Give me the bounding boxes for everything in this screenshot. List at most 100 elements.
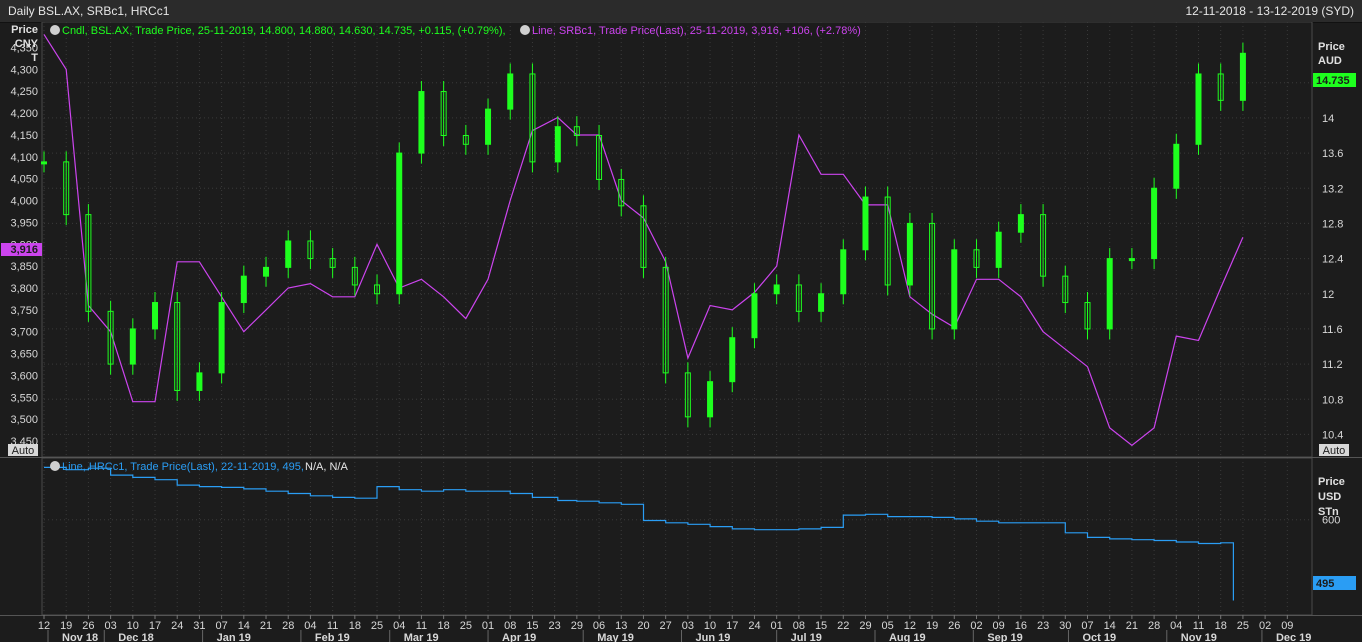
candle-body	[152, 302, 159, 330]
bsl-candle[interactable]	[773, 274, 780, 305]
bsl-candle[interactable]	[63, 151, 70, 226]
bsl-candle[interactable]	[129, 318, 136, 375]
bsl-candle[interactable]	[1106, 248, 1113, 340]
left-tick-label: 3,950	[10, 217, 38, 229]
bsl-candle[interactable]	[684, 362, 691, 428]
bsl-candle[interactable]	[618, 168, 625, 217]
bsl-candle[interactable]	[152, 291, 159, 340]
bsl-candle[interactable]	[174, 291, 181, 402]
bsl-candle[interactable]	[307, 230, 314, 270]
lower-tick-label: 600	[1322, 515, 1340, 527]
x-day-label: 25	[460, 620, 472, 632]
bsl-candle[interactable]	[41, 151, 47, 173]
bsl-candle[interactable]	[596, 124, 603, 191]
bsl-candle[interactable]	[374, 274, 381, 305]
srb-legend-icon[interactable]	[520, 25, 530, 35]
bsl-candle[interactable]	[485, 98, 492, 155]
left-tick-label: 4,100	[10, 152, 38, 164]
bsl-candle[interactable]	[729, 327, 736, 393]
bsl-candle[interactable]	[329, 248, 336, 278]
bsl-candle[interactable]	[662, 256, 669, 384]
bsl-candle[interactable]	[929, 212, 936, 340]
candle-body	[554, 126, 561, 163]
right-auto-label[interactable]: Auto	[1323, 445, 1346, 457]
bsl-candle[interactable]	[263, 256, 270, 287]
bsl-candle[interactable]	[240, 265, 247, 314]
bsl-candle[interactable]	[707, 371, 714, 428]
candle-body	[884, 196, 891, 286]
chart-area[interactable]: Cndl, BSL.AX, Trade Price, 25-11-2019, 1…	[0, 22, 1362, 642]
bsl-candle[interactable]	[884, 186, 891, 296]
x-day-label: 24	[171, 620, 183, 632]
bsl-candle[interactable]	[1017, 204, 1024, 243]
bsl-candle[interactable]	[1062, 265, 1069, 314]
upper-legend: Cndl, BSL.AX, Trade Price, 25-11-2019, 1…	[50, 25, 861, 37]
time-axis[interactable]: 12 19 26 03 10 17 24 31 07 14 21 28 04 11 18 25 04 11 18 25…	[0, 615, 1362, 642]
bsl-candle[interactable]	[640, 195, 647, 278]
candle-body	[795, 284, 802, 312]
bsl-candle[interactable]	[507, 63, 514, 120]
x-day-label: 23	[1037, 620, 1049, 632]
x-day-label: 28	[1148, 620, 1160, 632]
left-auto-button[interactable]	[8, 444, 38, 456]
bsl-candle[interactable]	[995, 221, 1002, 278]
left-axis-title-2: CNY	[15, 38, 39, 50]
bsl-candle[interactable]	[862, 186, 869, 261]
bsl-candle[interactable]	[1217, 63, 1224, 111]
x-day-label: 07	[215, 620, 227, 632]
lower-axis-title-2: USD	[1318, 491, 1341, 503]
x-day-label: 21	[260, 620, 272, 632]
bsl-candle[interactable]	[840, 239, 847, 305]
x-day-label: 07	[1081, 620, 1093, 632]
bsl-candle[interactable]	[573, 116, 580, 147]
right-auto-button[interactable]	[1319, 444, 1349, 456]
candle-legend-icon[interactable]	[50, 25, 60, 35]
bsl-candle[interactable]	[462, 124, 469, 155]
candle-body	[1128, 258, 1135, 262]
bsl-candle[interactable]	[285, 230, 292, 278]
bsl-candle[interactable]	[973, 239, 980, 278]
bsl-candle[interactable]	[1195, 63, 1202, 155]
bsl-candle[interactable]	[751, 283, 758, 349]
bsl-candle[interactable]	[554, 116, 561, 173]
candle-body	[640, 205, 647, 268]
bsl-candle[interactable]	[351, 256, 358, 296]
bsl-candle[interactable]	[440, 80, 447, 147]
bsl-candle[interactable]	[818, 283, 825, 322]
lower-pane[interactable]	[41, 457, 1313, 616]
bsl-candle[interactable]	[218, 291, 225, 384]
left-auto-label[interactable]: Auto	[12, 445, 35, 457]
x-day-label: 18	[438, 620, 450, 632]
candle-body	[662, 266, 669, 374]
bsl-candle[interactable]	[951, 239, 958, 340]
candle-body	[351, 266, 358, 286]
bsl-candle[interactable]	[795, 274, 802, 322]
bsl-candle[interactable]	[396, 142, 403, 305]
candle-body	[1151, 187, 1158, 260]
bsl-candle[interactable]	[1151, 177, 1158, 270]
x-month-label: Jul 19	[791, 632, 822, 642]
candle-body	[596, 135, 603, 180]
left-tick-label: 4,050	[10, 174, 38, 186]
bsl-candle[interactable]	[418, 80, 425, 164]
bsl-candle[interactable]	[529, 63, 536, 173]
date-range[interactable]: 12-11-2018 - 13-12-2019 (SYD)	[1185, 4, 1354, 18]
bsl-candle[interactable]	[85, 204, 92, 322]
bsl-candle[interactable]	[196, 362, 203, 402]
bsl-candle[interactable]	[1040, 204, 1047, 287]
x-day-label: 11	[416, 620, 427, 632]
bsl-candle[interactable]	[1128, 248, 1135, 270]
bsl-candle[interactable]	[107, 300, 114, 375]
candle-body	[573, 126, 580, 137]
hrc-legend-icon[interactable]	[50, 461, 60, 471]
bsl-candle[interactable]	[1239, 42, 1246, 111]
left-axis-title-1: Price	[11, 24, 38, 36]
bsl-candle[interactable]	[906, 212, 913, 296]
bsl-candle[interactable]	[1084, 291, 1091, 340]
candle-body	[196, 372, 203, 391]
candle-body	[1195, 73, 1202, 145]
upper-pane[interactable]	[41, 22, 1313, 458]
left-tick-label: 3,850	[10, 261, 38, 273]
hrc-price-line[interactable]	[44, 466, 1234, 601]
bsl-candle[interactable]	[1173, 133, 1180, 199]
